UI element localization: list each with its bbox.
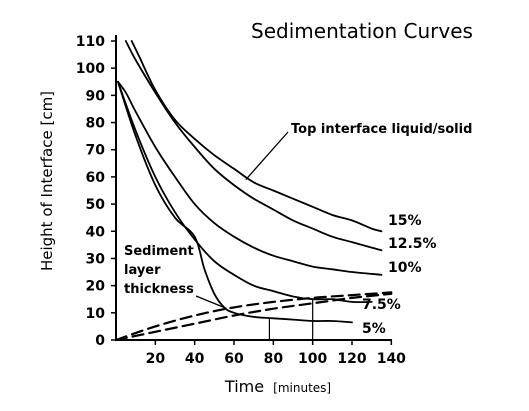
x-tick-label: 140	[377, 351, 406, 367]
x-tick-label: 20	[146, 351, 166, 367]
y-tick-label: 30	[86, 251, 106, 267]
y-tick-label: 20	[86, 279, 106, 295]
annotation-sediment-line-3: thickness	[124, 282, 194, 297]
x-tick-label: 100	[298, 351, 327, 367]
curve-label-12-5: 12.5%	[388, 236, 437, 252]
y-tick-label: 40	[86, 224, 106, 240]
y-tick-label: 50	[86, 197, 106, 213]
y-tick-label: 110	[76, 34, 105, 50]
chart-title: Sedimentation Curves	[251, 19, 473, 43]
y-tick-label: 100	[76, 61, 105, 77]
x-tick-label: 60	[224, 351, 244, 367]
series-line-0	[130, 40, 383, 233]
y-tick-label: 60	[86, 170, 106, 186]
leader-line-sediment	[195, 295, 227, 309]
annotation-sediment-line-2: layer	[124, 263, 161, 278]
x-axis-label-unit: [minutes]	[273, 381, 331, 395]
curve-label-7-5: 7.5%	[362, 297, 401, 313]
annotation-top-interface: Top interface liquid/solid	[291, 122, 472, 137]
series-line-2	[117, 80, 383, 276]
curve-label-5: 5%	[362, 321, 386, 337]
series-line-1	[124, 40, 383, 252]
x-axis-label: Time [minutes]	[224, 377, 331, 396]
x-tick-label: 80	[264, 351, 284, 367]
series-line-5	[114, 291, 393, 342]
annotation-sediment-line-1: Sediment	[124, 244, 194, 259]
y-tick-label: 10	[86, 306, 106, 322]
curve-label-10: 10%	[388, 260, 422, 276]
y-tick-label: 70	[86, 143, 106, 159]
y-axis-label: Height of Interface [cm]	[38, 91, 56, 271]
x-tick-label: 120	[337, 351, 366, 367]
leader-line-top-interface	[245, 131, 289, 181]
series-line-6	[114, 292, 393, 342]
y-tick-label: 0	[95, 333, 105, 349]
x-axis-label-main: Time	[224, 377, 264, 396]
y-tick-label: 80	[86, 116, 106, 132]
series-line-3	[117, 80, 373, 304]
y-tick-label: 90	[86, 88, 106, 104]
x-tick-label: 40	[185, 351, 205, 367]
curve-label-15: 15%	[388, 213, 422, 229]
